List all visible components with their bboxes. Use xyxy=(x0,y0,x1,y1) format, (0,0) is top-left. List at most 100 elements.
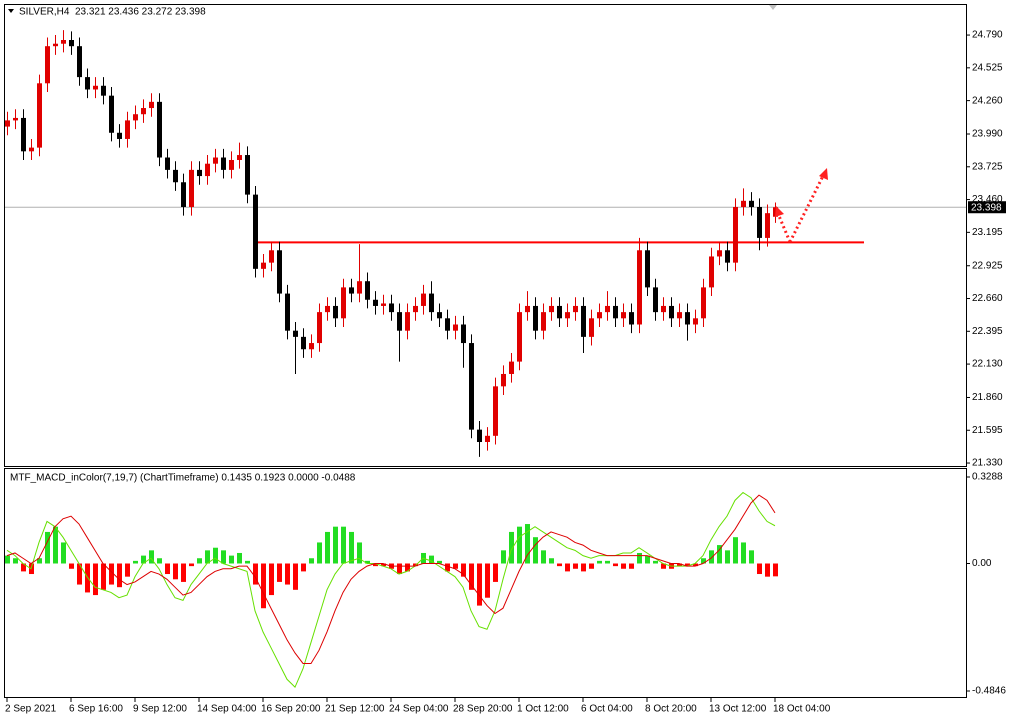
histogram-bar xyxy=(253,563,258,585)
candle-body xyxy=(317,312,322,344)
histogram-bar xyxy=(261,563,266,609)
x-tick-label: 6 Oct 04:00 xyxy=(581,704,633,715)
histogram-bar xyxy=(221,550,226,564)
candle-body xyxy=(501,373,506,387)
x-tick-label: 8 Oct 20:00 xyxy=(645,704,697,715)
histogram-bar xyxy=(157,558,162,564)
histogram-bar xyxy=(629,563,634,569)
candle-body xyxy=(741,200,746,207)
y-tick-label: 0.3288 xyxy=(972,472,1003,483)
y-tick-label: 21.330 xyxy=(972,458,1003,469)
y-tick-label: -0.4846 xyxy=(972,686,1006,697)
histogram-bar xyxy=(189,563,194,567)
indicator-line xyxy=(6,494,776,664)
histogram-bar xyxy=(373,563,378,567)
main-panel xyxy=(4,4,967,467)
histogram-bar xyxy=(93,563,98,596)
histogram-bar xyxy=(333,526,338,564)
arrow-head xyxy=(819,168,828,180)
candle-body xyxy=(341,287,346,319)
candle-body xyxy=(677,312,682,319)
y-tick-label: 23.460 xyxy=(972,194,1003,205)
histogram-bar xyxy=(749,550,754,564)
histogram-bar xyxy=(237,552,242,564)
histogram-bar xyxy=(461,563,466,577)
histogram-bar xyxy=(437,560,442,564)
candle-body xyxy=(405,312,410,331)
candle-body xyxy=(629,312,634,325)
candle-body xyxy=(173,169,178,183)
histogram-bar xyxy=(509,531,514,564)
candle-body xyxy=(517,312,522,362)
histogram-bar xyxy=(61,542,66,564)
candle-body xyxy=(605,305,610,313)
histogram-bar xyxy=(37,558,42,564)
candle-body xyxy=(285,293,290,331)
candle-body xyxy=(157,101,162,158)
histogram-bar xyxy=(573,563,578,569)
candle-body xyxy=(573,305,578,313)
candle-body xyxy=(733,206,738,263)
y-tick-label: 21.595 xyxy=(972,425,1003,436)
histogram-bar xyxy=(533,537,538,564)
histogram-bar xyxy=(645,555,650,564)
candle-body xyxy=(549,305,554,313)
candle-body xyxy=(301,336,306,350)
candle-body xyxy=(653,287,658,313)
histogram-bar xyxy=(453,563,458,569)
histogram-bar xyxy=(133,560,138,564)
candle-body xyxy=(325,305,330,313)
candle-body xyxy=(669,305,674,319)
histogram-bar xyxy=(469,563,474,590)
histogram-bar xyxy=(725,550,730,564)
candle-body xyxy=(597,312,602,319)
histogram-bar xyxy=(717,545,722,564)
histogram-bar xyxy=(173,563,178,580)
candle-body xyxy=(133,114,138,121)
candle-body xyxy=(253,194,258,269)
y-tick-label: 24.260 xyxy=(972,95,1003,106)
histogram-bar xyxy=(621,563,626,569)
histogram-bar xyxy=(245,560,250,564)
symbol-title: SILVER,H4 23.321 23.436 23.272 23.398 xyxy=(19,7,206,18)
candle-body xyxy=(293,330,298,337)
candle-body xyxy=(333,305,338,319)
candle-body xyxy=(581,305,586,337)
candle-body xyxy=(685,312,690,325)
histogram-bar xyxy=(565,563,570,572)
candle-body xyxy=(269,250,274,263)
candle-body xyxy=(693,318,698,325)
candle-body xyxy=(421,293,426,306)
histogram-bar xyxy=(5,555,10,564)
histogram-bar xyxy=(485,563,490,598)
candle-body xyxy=(381,303,386,306)
candle-body xyxy=(205,163,210,177)
arrow-stroke xyxy=(788,175,825,243)
candle-body xyxy=(29,147,34,152)
candle-body xyxy=(141,108,146,115)
y-tick-label: 22.395 xyxy=(972,326,1003,337)
x-tick-label: 24 Sep 04:00 xyxy=(389,704,449,715)
candle-body xyxy=(309,343,314,350)
histogram-bar xyxy=(101,563,106,590)
y-tick-label: 23.195 xyxy=(972,227,1003,238)
y-tick-label: 22.925 xyxy=(972,260,1003,271)
histogram-bar xyxy=(117,563,122,588)
candle-body xyxy=(637,250,642,325)
candle-body xyxy=(509,361,514,374)
shift-marker xyxy=(769,5,777,10)
histogram-bar xyxy=(53,526,58,564)
x-tick-label: 9 Sep 12:00 xyxy=(133,704,187,715)
candle-body xyxy=(5,120,10,127)
candle-body xyxy=(613,305,618,319)
candle-body xyxy=(213,157,218,164)
candle-body xyxy=(277,250,282,294)
histogram-bar xyxy=(685,563,690,567)
candle-body xyxy=(765,213,770,238)
histogram-bar xyxy=(549,558,554,564)
histogram-bar xyxy=(493,563,498,582)
candle-body xyxy=(541,312,546,331)
candle-body xyxy=(221,157,226,170)
candle-body xyxy=(93,85,98,90)
